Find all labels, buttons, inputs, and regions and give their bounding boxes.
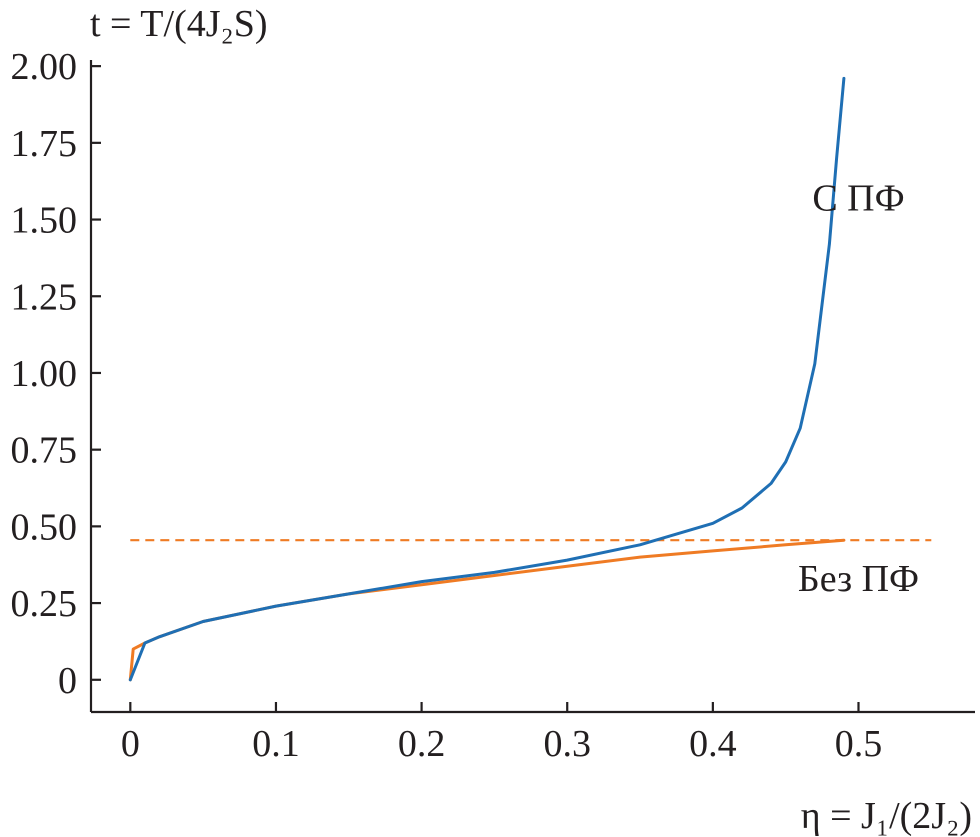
- series-label-without-pf: Без ПФ: [798, 558, 919, 600]
- y-tick-label: 1.00: [11, 353, 78, 395]
- x-tick-label: 0.4: [689, 723, 737, 765]
- x-axis-title: η = J₁/(2J₂): [801, 795, 972, 837]
- y-tick-label: 2.00: [11, 46, 78, 88]
- y-tick-label: 1.50: [11, 200, 78, 242]
- y-tick-label: 0.75: [11, 430, 78, 472]
- y-tick-label: 0.50: [11, 506, 78, 548]
- axes: 0 0.25 0.50 0.75 1.00 1.25 1.50 1.75 2.00 0 0.1 0.2…: [11, 46, 975, 765]
- series-line-without-pf: [128, 538, 846, 682]
- y-tick-label: 0.25: [11, 583, 78, 625]
- y-tick-label: 1.75: [11, 123, 78, 165]
- series-line-with-pf: [128, 76, 846, 682]
- y-axis-title: t = T/(4J₂S): [90, 3, 268, 45]
- x-tick-label: 0.1: [252, 723, 300, 765]
- series-label-with-pf: С ПФ: [812, 177, 904, 219]
- plot-area: [128, 76, 932, 682]
- x-tick-label: 0.3: [543, 723, 591, 765]
- y-tick-label: 1.25: [11, 276, 78, 318]
- y-tick-label: 0: [58, 660, 77, 702]
- series-labels: С ПФ Без ПФ: [798, 177, 919, 599]
- x-tick-label: 0.5: [835, 723, 883, 765]
- x-tick-label: 0.2: [398, 723, 446, 765]
- x-tick-label: 0: [121, 723, 140, 765]
